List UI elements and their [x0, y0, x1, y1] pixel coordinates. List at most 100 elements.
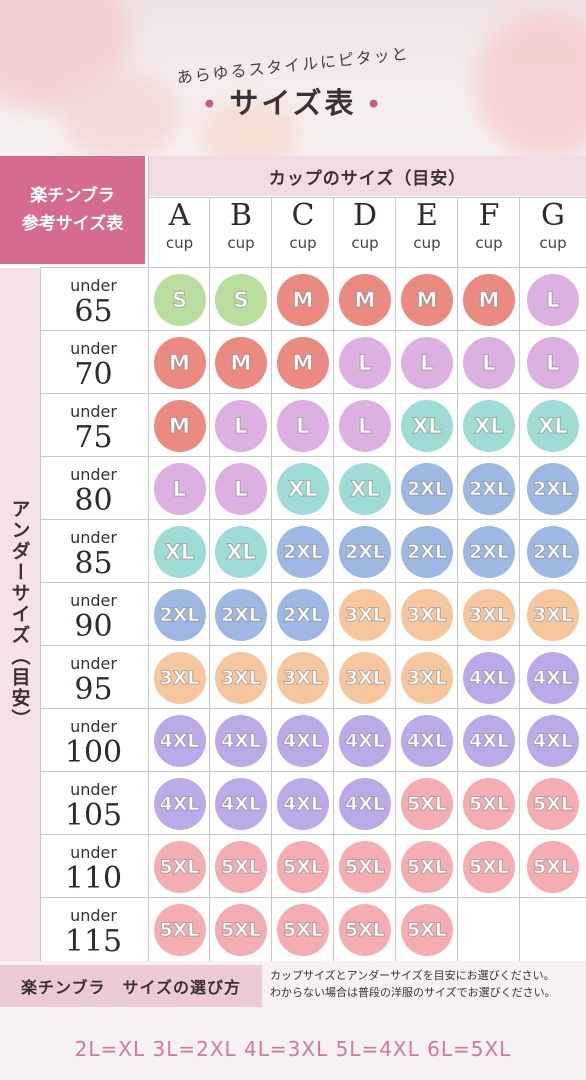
size-badge: 2XL: [277, 588, 329, 641]
under-value: 110: [64, 861, 123, 896]
under-size-row-label: under 65: [42, 268, 145, 331]
size-badge: S: [153, 273, 206, 326]
under-value: 105: [64, 798, 123, 833]
grid-line-horizontal: [40, 708, 586, 709]
grid-line-horizontal: [40, 267, 586, 268]
footer-title: 楽チンブラ サイズの選び方: [0, 965, 262, 1007]
size-badge: 4XL: [463, 714, 515, 767]
cup-letter: G: [541, 198, 565, 233]
size-badge: 5XL: [339, 840, 391, 893]
size-badge: M: [277, 336, 329, 389]
cup-letter: D: [352, 198, 378, 233]
under-size-side-label: アンダーサイズ（目安）: [0, 268, 40, 961]
decorative-petal: [476, 10, 586, 156]
size-badge: 3XL: [215, 651, 267, 704]
grid-line-horizontal: [40, 393, 586, 394]
title-dot-left: •: [202, 92, 220, 118]
grid-line-horizontal: [40, 582, 586, 583]
size-badge: 5XL: [277, 903, 329, 956]
size-badge: 3XL: [527, 588, 579, 641]
grid-line-horizontal: [40, 645, 586, 646]
under-size-row-label: under 75: [42, 394, 145, 457]
size-badge: XL: [215, 525, 267, 578]
size-badge: 5XL: [401, 777, 453, 830]
size-badge: XL: [153, 525, 206, 578]
size-badge: M: [153, 399, 206, 452]
footer-note-line-1: カップサイズとアンダーサイズを目安にお選びください。: [270, 969, 555, 982]
size-badge: 3XL: [339, 588, 391, 641]
size-badge: 5XL: [339, 903, 391, 956]
size-badge: L: [527, 273, 579, 326]
size-badge: 5XL: [215, 903, 267, 956]
grid-line-vertical: [519, 198, 520, 961]
footer-note-line-2: わからない場合は普段の洋服のサイズでお選びください。: [270, 986, 556, 999]
size-badge: 5XL: [401, 840, 453, 893]
size-badge: L: [153, 462, 206, 515]
size-badge: 3XL: [401, 588, 453, 641]
size-badge: M: [401, 273, 453, 326]
under-value: 75: [74, 420, 113, 455]
decorative-petal: [200, 100, 300, 156]
cup-sub-label: cup: [289, 234, 317, 252]
under-value: 65: [74, 294, 113, 329]
cup-sub-label: cup: [539, 234, 567, 252]
title-text: サイズ表: [229, 86, 357, 120]
grid-line-horizontal: [40, 897, 586, 898]
size-badge: XL: [527, 399, 579, 452]
cup-letter: E: [416, 198, 438, 233]
grid-line-vertical: [271, 198, 272, 961]
size-badge: 5XL: [463, 840, 515, 893]
corner-line-1: 楽チンブラ: [30, 186, 115, 206]
cup-letter: A: [168, 198, 191, 233]
grid-line-horizontal: [40, 771, 586, 772]
size-badge: 2XL: [401, 462, 453, 515]
under-prefix: under: [70, 843, 117, 862]
under-prefix: under: [70, 906, 117, 925]
under-value: 85: [74, 546, 113, 581]
size-badge: 2XL: [339, 525, 391, 578]
size-badge: 3XL: [463, 588, 515, 641]
size-badge: 3XL: [339, 651, 391, 704]
size-conversion: 2L=XL 3L=2XL 4L=3XL 5L=4XL 6L=5XL: [74, 1037, 512, 1061]
size-badge: M: [277, 273, 329, 326]
size-badge: 2XL: [401, 525, 453, 578]
under-size-row-label: under 105: [42, 772, 145, 835]
size-badge: L: [463, 336, 515, 389]
cup-sub-label: cup: [351, 234, 379, 252]
size-badge: 3XL: [401, 651, 453, 704]
under-size-row-label: under 70: [42, 331, 145, 394]
cup-sub-label: cup: [413, 234, 441, 252]
size-badge: 5XL: [277, 840, 329, 893]
size-badge: L: [215, 462, 267, 515]
size-badge: M: [339, 273, 391, 326]
page-title: • サイズ表 •: [0, 80, 586, 122]
under-prefix: under: [70, 717, 117, 736]
size-badge: M: [215, 336, 267, 389]
grid-line-horizontal: [149, 197, 586, 198]
size-badge: S: [215, 273, 267, 326]
corner-line-2: 参考サイズ表: [21, 214, 124, 234]
size-badge: L: [339, 336, 391, 389]
under-prefix: under: [70, 780, 117, 799]
size-badge: 5XL: [215, 840, 267, 893]
grid-line-horizontal: [40, 834, 586, 835]
size-badge: 2XL: [277, 525, 329, 578]
under-size-row-label: under 100: [42, 709, 145, 772]
under-prefix: under: [70, 654, 117, 673]
under-value: 90: [74, 609, 113, 644]
grid-line-vertical: [209, 198, 210, 961]
decorative-petal: [60, 70, 180, 156]
size-badge: 4XL: [339, 714, 391, 767]
size-badge: XL: [401, 399, 453, 452]
under-prefix: under: [70, 339, 117, 358]
size-badge: 2XL: [463, 462, 515, 515]
cup-letter: C: [291, 198, 315, 233]
title-dot-right: •: [366, 92, 384, 118]
under-value: 100: [64, 735, 123, 770]
size-badge: 3XL: [277, 651, 329, 704]
